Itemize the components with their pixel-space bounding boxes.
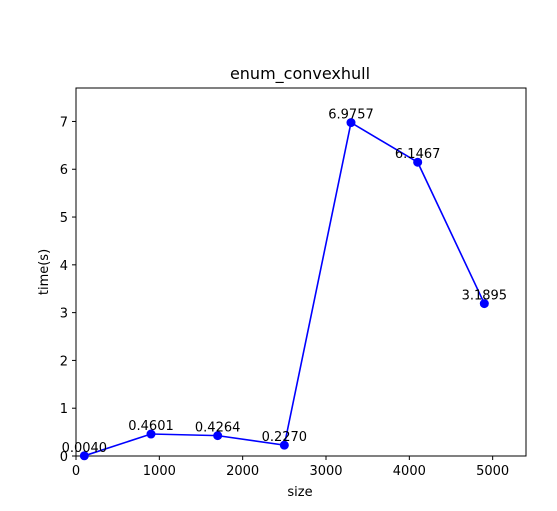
data-point <box>413 157 423 167</box>
y-tick-label: 1 <box>60 402 68 417</box>
x-tick-label: 0 <box>72 464 80 479</box>
x-tick-label: 5000 <box>476 464 509 479</box>
data-point <box>279 440 289 450</box>
x-axis-title: size <box>287 485 312 500</box>
y-tick-label: 6 <box>60 163 68 178</box>
x-tick-label: 4000 <box>393 464 426 479</box>
data-label: 0.4264 <box>195 421 241 436</box>
data-point <box>79 451 89 461</box>
y-tick-label: 3 <box>60 307 68 322</box>
data-label: 3.1895 <box>462 289 508 304</box>
data-point <box>213 431 223 441</box>
plot-frame <box>75 87 527 457</box>
data-point <box>346 118 356 128</box>
data-label: 0.4601 <box>128 419 174 434</box>
y-tick-label: 2 <box>60 354 68 369</box>
y-tick-label: 0 <box>60 450 68 465</box>
x-tick-label: 1000 <box>143 464 176 479</box>
data-point <box>146 429 156 439</box>
x-tick-label: 2000 <box>226 464 259 479</box>
data-label: 0.0040 <box>62 441 108 456</box>
data-point <box>479 299 489 309</box>
data-label: 0.2270 <box>262 430 308 445</box>
y-axis-title: time(s) <box>37 249 52 295</box>
y-tick-label: 7 <box>60 115 68 130</box>
y-tick-label: 4 <box>60 259 68 274</box>
x-tick-label: 3000 <box>309 464 342 479</box>
data-label: 6.1467 <box>395 147 441 162</box>
plot-area: 0 1000 2000 3000 4000 5000 0 1 2 3 4 5 6 7 0.0040 0.460… <box>60 87 527 479</box>
data-label: 6.9757 <box>328 108 374 123</box>
y-tick-label: 5 <box>60 211 68 226</box>
chart-title: enum_convexhull <box>230 64 370 84</box>
